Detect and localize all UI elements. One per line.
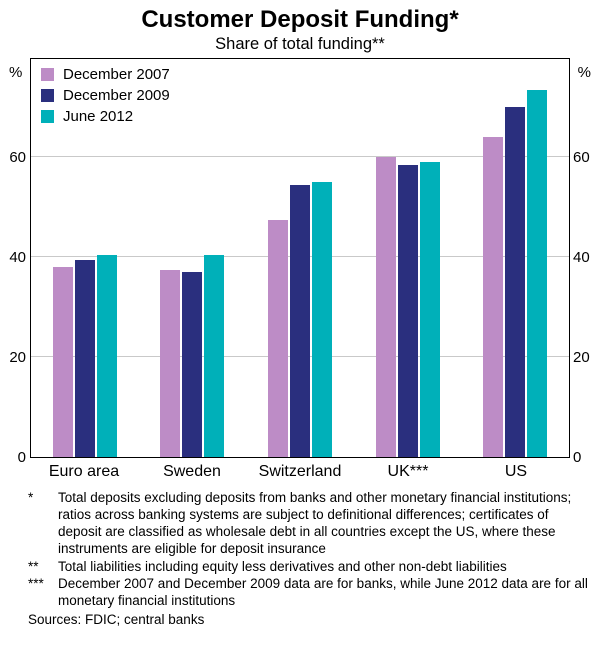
bar-group bbox=[31, 59, 139, 457]
bar bbox=[483, 137, 504, 457]
bar bbox=[182, 272, 203, 457]
x-axis-label: Euro area bbox=[48, 463, 120, 480]
bar bbox=[267, 219, 288, 457]
footnote-marker: ** bbox=[28, 558, 39, 574]
footnote-text: December 2007 and December 2009 data are… bbox=[58, 576, 588, 609]
bar bbox=[204, 254, 225, 457]
bar bbox=[505, 107, 526, 457]
bar bbox=[527, 89, 548, 457]
legend-label: December 2007 bbox=[63, 66, 170, 83]
legend-swatch bbox=[41, 89, 54, 102]
bar bbox=[52, 267, 73, 457]
legend-label: December 2009 bbox=[63, 87, 170, 104]
legend-item: June 2012 bbox=[41, 109, 170, 124]
y-axis-tick-label: 40 bbox=[573, 249, 590, 266]
y-axis-tick-label: 40 bbox=[9, 249, 26, 266]
footnote: *** December 2007 and December 2009 data … bbox=[28, 576, 595, 610]
bar-groups bbox=[31, 59, 569, 457]
x-axis-label: UK*** bbox=[387, 463, 429, 480]
y-axis-tick-label: 60 bbox=[9, 149, 26, 166]
gridline bbox=[31, 156, 569, 157]
bar-group bbox=[461, 59, 569, 457]
sources-line: Sources: FDIC; central banks bbox=[28, 612, 205, 628]
y-axis-unit-right: % bbox=[577, 64, 591, 81]
y-axis-tick-label: 20 bbox=[573, 349, 590, 366]
chart-title: Customer Deposit Funding* bbox=[141, 6, 459, 33]
plot-area: December 2007 December 2009 June 2012 bbox=[30, 58, 570, 458]
bar bbox=[419, 162, 440, 457]
legend: December 2007 December 2009 June 2012 bbox=[41, 67, 170, 130]
footnotes: * Total deposits excluding deposits from … bbox=[28, 490, 595, 610]
x-axis-labels: Euro area Sweden Switzerland UK*** US bbox=[30, 463, 570, 481]
bar bbox=[96, 254, 117, 457]
bar bbox=[74, 259, 95, 457]
y-axis-tick-label: 60 bbox=[573, 149, 590, 166]
x-axis-label: Switzerland bbox=[258, 463, 342, 480]
legend-item: December 2009 bbox=[41, 88, 170, 103]
chart-page: Customer Deposit Funding* Share of total… bbox=[0, 6, 600, 627]
legend-swatch bbox=[41, 68, 54, 81]
bar bbox=[375, 157, 396, 457]
bar-group bbox=[246, 59, 354, 457]
chart: % % December 2007 December 2009 June 2012 … bbox=[0, 56, 600, 486]
bar bbox=[311, 182, 332, 457]
footnote-text: Total liabilities including equity less … bbox=[58, 558, 507, 574]
y-axis-tick-label: 0 bbox=[17, 449, 26, 466]
bar-group bbox=[354, 59, 462, 457]
y-axis-tick-label: 20 bbox=[9, 349, 26, 366]
y-axis-unit-left: % bbox=[9, 64, 23, 81]
bar bbox=[289, 184, 310, 457]
footnote-text: Total deposits excluding deposits from b… bbox=[58, 490, 572, 556]
footnote-marker: *** bbox=[28, 576, 44, 592]
bar bbox=[397, 164, 418, 457]
bar-group bbox=[139, 59, 247, 457]
legend-label: June 2012 bbox=[63, 108, 134, 125]
footnote-marker: * bbox=[28, 490, 34, 505]
chart-subtitle: Share of total funding** bbox=[215, 35, 385, 53]
footnote: * Total deposits excluding deposits from … bbox=[28, 490, 595, 558]
x-axis-label: Sweden bbox=[163, 463, 221, 480]
footnote: ** Total liabilities including equity les… bbox=[28, 559, 595, 576]
y-axis-tick-label: 0 bbox=[573, 449, 582, 466]
legend-item: December 2007 bbox=[41, 67, 170, 82]
x-axis-label: US bbox=[504, 463, 528, 480]
legend-swatch bbox=[41, 110, 54, 123]
bar bbox=[160, 269, 181, 457]
